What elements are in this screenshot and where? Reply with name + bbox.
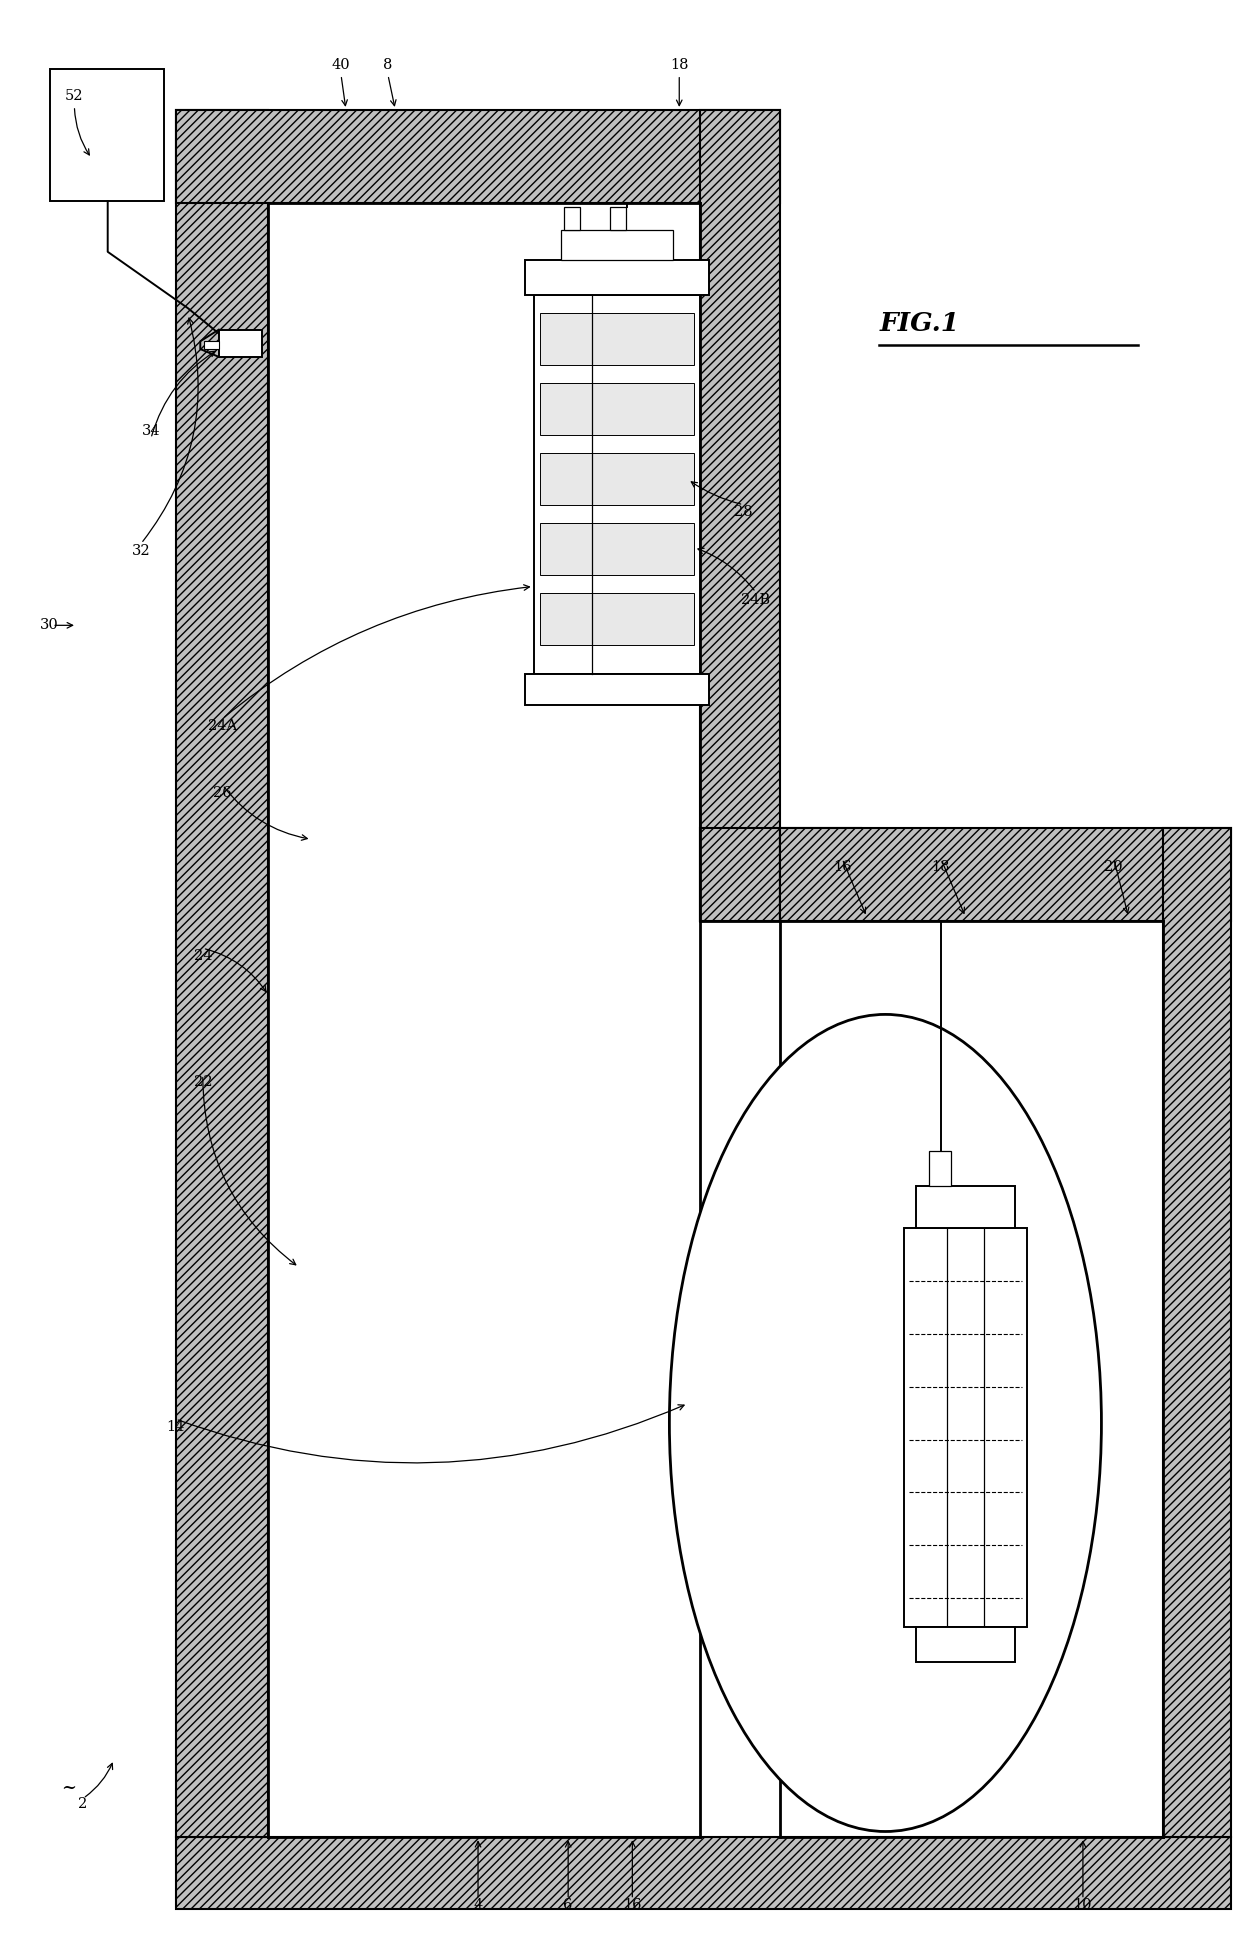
Text: 52: 52 [66,90,83,103]
Text: 14: 14 [166,1420,185,1434]
Bar [533,295,701,673]
Bar [701,109,780,921]
Text: 18: 18 [931,860,950,874]
Text: 18: 18 [670,59,688,72]
Text: 16: 16 [622,1898,641,1912]
Text: 30: 30 [41,618,60,632]
Text: 40: 40 [332,59,351,72]
Bar [176,109,780,203]
Bar [780,921,1163,1838]
Bar [701,827,780,921]
Bar [780,827,1231,921]
Ellipse shape [670,1015,1101,1832]
Bar [176,1838,1231,1910]
Text: 16: 16 [833,860,852,874]
Text: 6: 6 [563,1898,573,1912]
Bar [205,341,218,349]
Bar [780,827,861,921]
Bar [610,207,626,230]
Bar [525,259,709,295]
Bar [50,68,165,201]
Bar [539,382,694,435]
Bar [564,207,580,230]
Bar [539,593,694,644]
Bar [539,453,694,505]
Bar [560,230,673,259]
Text: 26: 26 [213,786,232,800]
Bar [218,330,262,357]
Text: 22: 22 [193,1075,212,1089]
Bar [916,1186,1016,1229]
Bar [929,1151,951,1186]
Text: 24B: 24B [742,593,770,607]
Text: 24: 24 [193,948,212,964]
Bar [539,312,694,365]
Text: 24A: 24A [208,720,237,734]
Text: 4: 4 [474,1898,482,1912]
Text: 8: 8 [383,59,393,72]
Bar [525,673,709,704]
Text: FIG.1: FIG.1 [879,312,960,336]
Text: 34: 34 [141,423,160,437]
Text: 2: 2 [78,1797,88,1811]
Bar [916,1627,1016,1662]
Text: 20: 20 [1105,860,1123,874]
Text: 32: 32 [131,544,150,558]
Bar [268,203,701,1838]
Bar [904,1229,1028,1627]
Text: 10: 10 [1074,1898,1092,1912]
Bar [1163,827,1231,1838]
Text: 28: 28 [734,505,753,519]
Text: ~: ~ [61,1779,76,1797]
Bar [176,109,268,1838]
Bar [539,523,694,576]
